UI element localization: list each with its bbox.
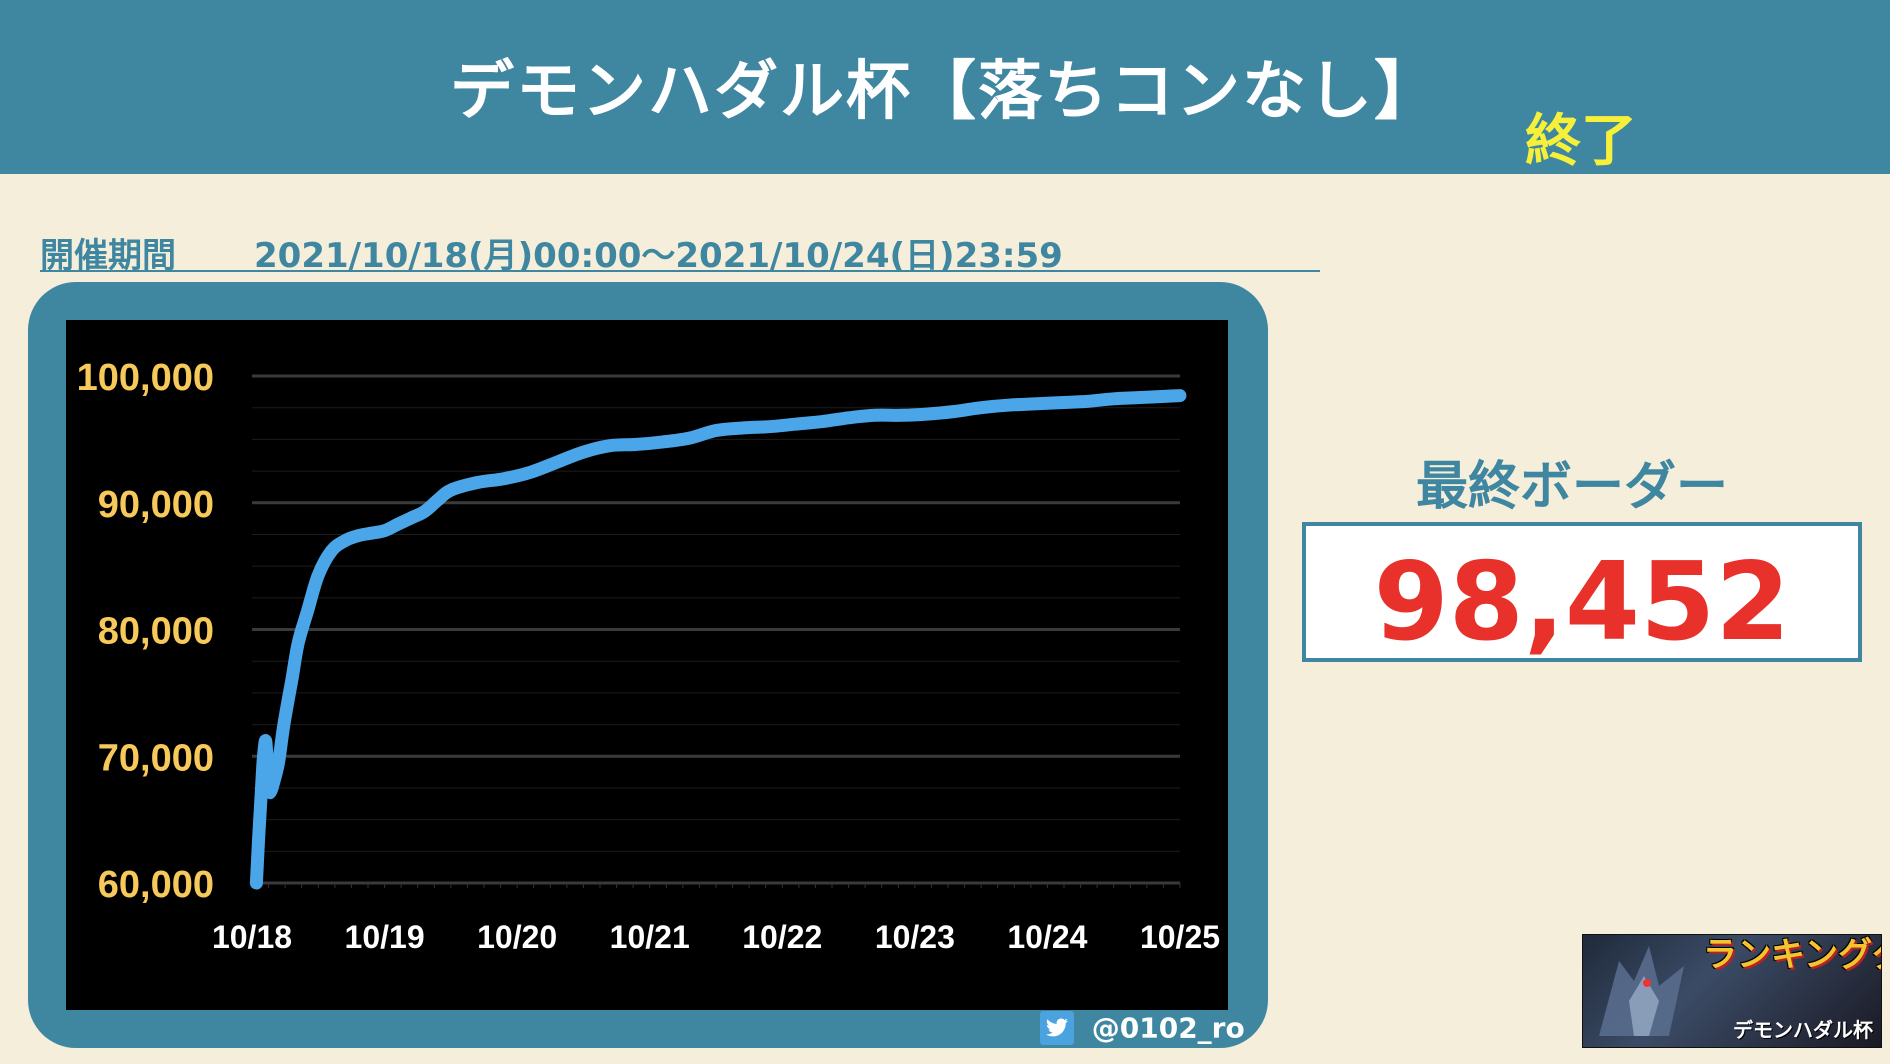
x-tick-label: 10/21: [610, 919, 690, 955]
twitter-bird-icon: [1040, 1011, 1074, 1045]
x-tick-label: 10/19: [345, 919, 425, 955]
y-tick-label: 80,000: [98, 611, 214, 653]
demon-character-art: [1599, 946, 1684, 1036]
page-title: デモンハダル杯【落ちコンなし】: [450, 55, 1440, 129]
final-border-box: 98,452: [1302, 522, 1862, 665]
y-tick-label: 70,000: [98, 737, 214, 779]
final-border-label: 最終ボーダー: [1415, 457, 1728, 517]
period-value: 2021/10/18(月)00:00〜2021/10/24(日)23:59: [254, 236, 1063, 276]
y-tick-label: 100,000: [77, 357, 214, 399]
x-tick-label: 10/20: [477, 919, 557, 955]
logo-subtitle: デモンハダル杯: [1733, 1018, 1873, 1042]
border-chart: 60,000 70,000 80,000 90,000 100,000 10/18 10/1…: [77, 357, 1220, 955]
chart-frame: 60,000 70,000 80,000 90,000 100,000 10/18 10/1…: [28, 282, 1268, 1048]
x-tick-label: 10/18: [212, 919, 292, 955]
series-line: [249, 389, 1187, 890]
x-tick-label: 10/24: [1007, 919, 1087, 955]
status-label: 終了: [1525, 109, 1637, 174]
logo-title: ランキングダンジョン: [1703, 935, 1881, 975]
y-tick-label: 60,000: [98, 864, 214, 906]
header-banner: デモンハダル杯【落ちコンなし】 終了: [0, 0, 1890, 174]
final-border-value: 98,452: [1373, 540, 1791, 665]
x-tick-label: 10/25: [1140, 919, 1220, 955]
ranking-dungeon-logo: ランキングダンジョン デモンハダル杯: [1582, 934, 1882, 1048]
x-tick-label: 10/23: [875, 919, 955, 955]
twitter-handle: @0102_ro: [1091, 1011, 1245, 1045]
x-tick-label: 10/22: [742, 919, 822, 955]
chart-plot-area: 60,000 70,000 80,000 90,000 100,000 10/18 10/1…: [66, 320, 1228, 1010]
period-label: 開催期間: [40, 236, 176, 276]
event-period: 開催期間 2021/10/18(月)00:00〜2021/10/24(日)23:…: [40, 228, 1320, 276]
y-tick-label: 90,000: [98, 484, 214, 526]
twitter-credit[interactable]: @0102_ro: [1040, 1010, 1245, 1046]
